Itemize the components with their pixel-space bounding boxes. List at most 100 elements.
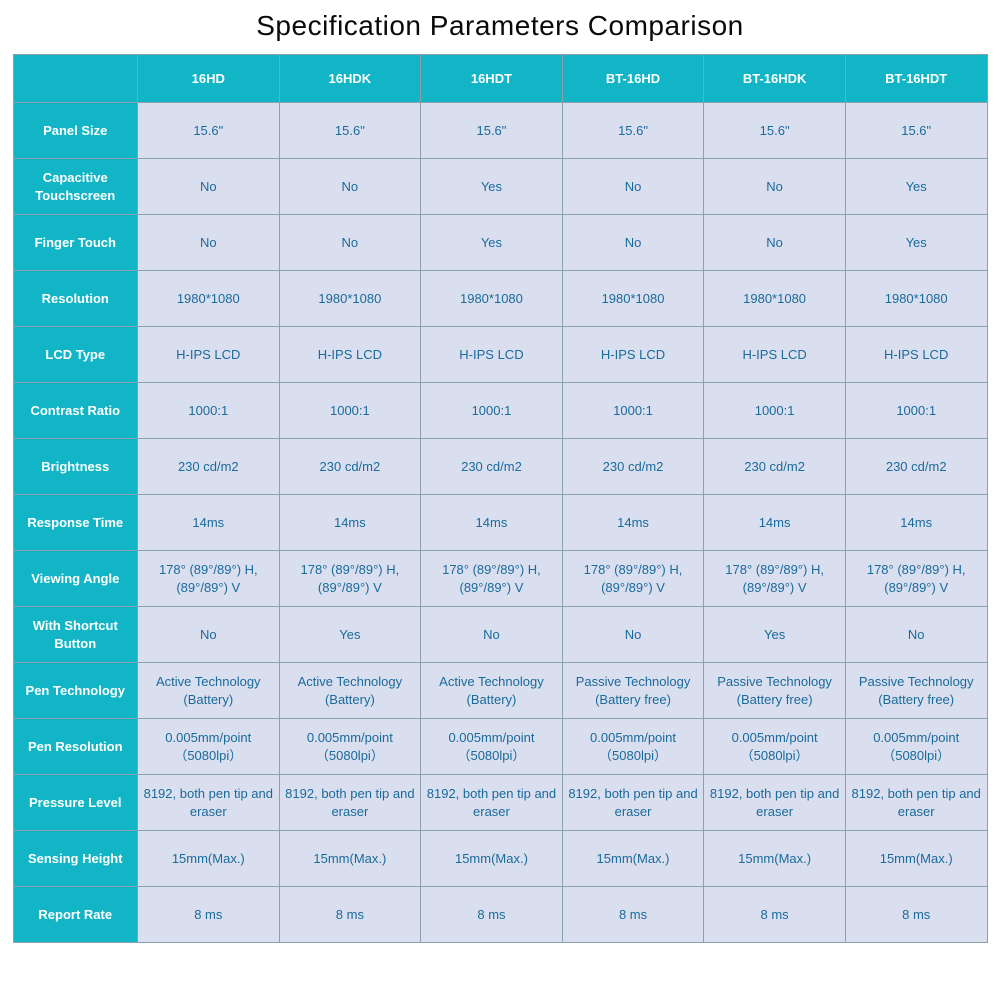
table-cell: No [704, 215, 846, 271]
table-cell: 8 ms [138, 887, 280, 943]
table-cell: 178° (89°/89°) H, (89°/89°) V [138, 551, 280, 607]
table-cell: 0.005mm/point（5080lpi） [845, 719, 987, 775]
table-cell: 1000:1 [279, 383, 421, 439]
col-head: 16HDT [421, 55, 563, 103]
table-cell: 178° (89°/89°) H, (89°/89°) V [845, 551, 987, 607]
table-cell: No [562, 159, 704, 215]
row-label: Response Time [13, 495, 138, 551]
table-body: Panel Size15.6"15.6"15.6"15.6"15.6"15.6"… [13, 103, 987, 943]
table-cell: 1000:1 [704, 383, 846, 439]
table-cell: 15mm(Max.) [845, 831, 987, 887]
table-row: Pressure Level8192, both pen tip and era… [13, 775, 987, 831]
page-title: Specification Parameters Comparison [0, 0, 1000, 54]
row-label: Capacitive Touchscreen [13, 159, 138, 215]
table-cell: 14ms [845, 495, 987, 551]
table-cell: No [138, 159, 280, 215]
table-cell: No [279, 159, 421, 215]
corner-cell [13, 55, 138, 103]
row-label: Viewing Angle [13, 551, 138, 607]
table-cell: 15mm(Max.) [421, 831, 563, 887]
row-label: Pen Technology [13, 663, 138, 719]
table-cell: 15mm(Max.) [279, 831, 421, 887]
table-cell: 178° (89°/89°) H, (89°/89°) V [279, 551, 421, 607]
table-cell: H-IPS LCD [279, 327, 421, 383]
table-row: Viewing Angle178° (89°/89°) H, (89°/89°)… [13, 551, 987, 607]
table-cell: No [279, 215, 421, 271]
table-cell: 15.6" [138, 103, 280, 159]
row-label: Sensing Height [13, 831, 138, 887]
table-cell: No [138, 215, 280, 271]
table-cell: Active Technology (Battery) [279, 663, 421, 719]
table-row: Response Time14ms14ms14ms14ms14ms14ms [13, 495, 987, 551]
table-row: Sensing Height15mm(Max.)15mm(Max.)15mm(M… [13, 831, 987, 887]
table-cell: 0.005mm/point（5080lpi） [279, 719, 421, 775]
table-cell: 8 ms [279, 887, 421, 943]
table-cell: 8 ms [704, 887, 846, 943]
table-row: Finger TouchNoNoYesNoNoYes [13, 215, 987, 271]
table-cell: Passive Technology (Battery free) [704, 663, 846, 719]
table-cell: 1000:1 [421, 383, 563, 439]
row-label: Pressure Level [13, 775, 138, 831]
table-cell: 0.005mm/point（5080lpi） [138, 719, 280, 775]
table-cell: 178° (89°/89°) H, (89°/89°) V [421, 551, 563, 607]
table-cell: 14ms [279, 495, 421, 551]
col-head: BT-16HD [562, 55, 704, 103]
table-cell: Yes [421, 215, 563, 271]
table-cell: 0.005mm/point（5080lpi） [421, 719, 563, 775]
table-cell: 15.6" [562, 103, 704, 159]
table-cell: H-IPS LCD [845, 327, 987, 383]
row-label: Resolution [13, 271, 138, 327]
table-cell: 15mm(Max.) [704, 831, 846, 887]
spec-table: 16HD 16HDK 16HDT BT-16HD BT-16HDK BT-16H… [13, 54, 988, 943]
table-cell: 1980*1080 [845, 271, 987, 327]
table-cell: 14ms [562, 495, 704, 551]
table-cell: 230 cd/m2 [562, 439, 704, 495]
table-cell: Yes [421, 159, 563, 215]
table-cell: No [704, 159, 846, 215]
table-cell: 230 cd/m2 [279, 439, 421, 495]
table-cell: 0.005mm/point（5080lpi） [704, 719, 846, 775]
table-cell: No [562, 215, 704, 271]
table-cell: 8192, both pen tip and eraser [562, 775, 704, 831]
table-cell: Passive Technology (Battery free) [845, 663, 987, 719]
row-label: Pen Resolution [13, 719, 138, 775]
table-cell: Yes [845, 159, 987, 215]
table-cell: 15mm(Max.) [138, 831, 280, 887]
row-label: Contrast Ratio [13, 383, 138, 439]
table-header-row: 16HD 16HDK 16HDT BT-16HD BT-16HDK BT-16H… [13, 55, 987, 103]
table-cell: 8192, both pen tip and eraser [138, 775, 280, 831]
table-cell: 14ms [138, 495, 280, 551]
table-cell: 230 cd/m2 [421, 439, 563, 495]
table-cell: No [138, 607, 280, 663]
row-label: Panel Size [13, 103, 138, 159]
table-row: Resolution1980*10801980*10801980*1080198… [13, 271, 987, 327]
row-label: With Shortcut Button [13, 607, 138, 663]
table-cell: 8192, both pen tip and eraser [421, 775, 563, 831]
col-head: BT-16HDK [704, 55, 846, 103]
table-cell: 1000:1 [138, 383, 280, 439]
table-cell: 0.005mm/point（5080lpi） [562, 719, 704, 775]
row-label: LCD Type [13, 327, 138, 383]
table-cell: 1980*1080 [421, 271, 563, 327]
table-cell: Active Technology (Battery) [421, 663, 563, 719]
table-cell: No [562, 607, 704, 663]
table-cell: 15.6" [279, 103, 421, 159]
table-cell: Yes [279, 607, 421, 663]
table-cell: 1000:1 [845, 383, 987, 439]
table-row: Pen Resolution0.005mm/point（5080lpi）0.00… [13, 719, 987, 775]
table-row: Report Rate8 ms8 ms8 ms8 ms8 ms8 ms [13, 887, 987, 943]
table-row: Contrast Ratio1000:11000:11000:11000:110… [13, 383, 987, 439]
col-head: 16HDK [279, 55, 421, 103]
table-cell: 8 ms [562, 887, 704, 943]
table-cell: Yes [704, 607, 846, 663]
col-head: 16HD [138, 55, 280, 103]
table-cell: 15.6" [421, 103, 563, 159]
table-cell: 8192, both pen tip and eraser [845, 775, 987, 831]
table-cell: H-IPS LCD [138, 327, 280, 383]
table-cell: H-IPS LCD [421, 327, 563, 383]
table-cell: 15mm(Max.) [562, 831, 704, 887]
table-row: Brightness230 cd/m2230 cd/m2230 cd/m2230… [13, 439, 987, 495]
row-label: Finger Touch [13, 215, 138, 271]
table-cell: 8192, both pen tip and eraser [279, 775, 421, 831]
table-cell: No [421, 607, 563, 663]
